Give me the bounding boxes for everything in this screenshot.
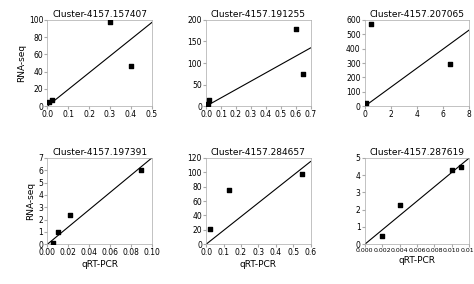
Point: [127, 63, 135, 68]
Point: [362, 100, 370, 105]
X-axis label: qRT-PCR: qRT-PCR: [81, 260, 118, 269]
Point: [206, 227, 213, 231]
Point: [54, 230, 62, 234]
Point: [378, 233, 386, 238]
Point: [204, 102, 211, 106]
Point: [49, 241, 56, 245]
Point: [298, 172, 306, 176]
Point: [292, 26, 300, 31]
Title: Cluster-4157.191255: Cluster-4157.191255: [211, 10, 306, 19]
Title: Cluster-4157.197391: Cluster-4157.197391: [52, 148, 147, 157]
Point: [448, 168, 456, 172]
Point: [457, 164, 465, 169]
Point: [225, 187, 233, 192]
Point: [46, 100, 53, 104]
Title: Cluster-4157.207065: Cluster-4157.207065: [370, 10, 465, 19]
Point: [446, 62, 454, 67]
Point: [205, 97, 213, 102]
Point: [48, 98, 55, 103]
Title: Cluster-4157.157407: Cluster-4157.157407: [52, 10, 147, 19]
Point: [106, 20, 114, 25]
Point: [396, 202, 403, 207]
Point: [137, 168, 145, 173]
Y-axis label: RNA-seq: RNA-seq: [17, 44, 26, 82]
Title: Cluster-4157.284657: Cluster-4157.284657: [211, 148, 306, 157]
X-axis label: qRT-PCR: qRT-PCR: [240, 260, 277, 269]
Title: Cluster-4157.287619: Cluster-4157.287619: [370, 148, 465, 157]
Point: [367, 22, 375, 26]
X-axis label: qRT-PCR: qRT-PCR: [399, 256, 436, 265]
Y-axis label: RNA-seq: RNA-seq: [27, 182, 36, 220]
Point: [66, 212, 74, 217]
Point: [299, 72, 307, 76]
